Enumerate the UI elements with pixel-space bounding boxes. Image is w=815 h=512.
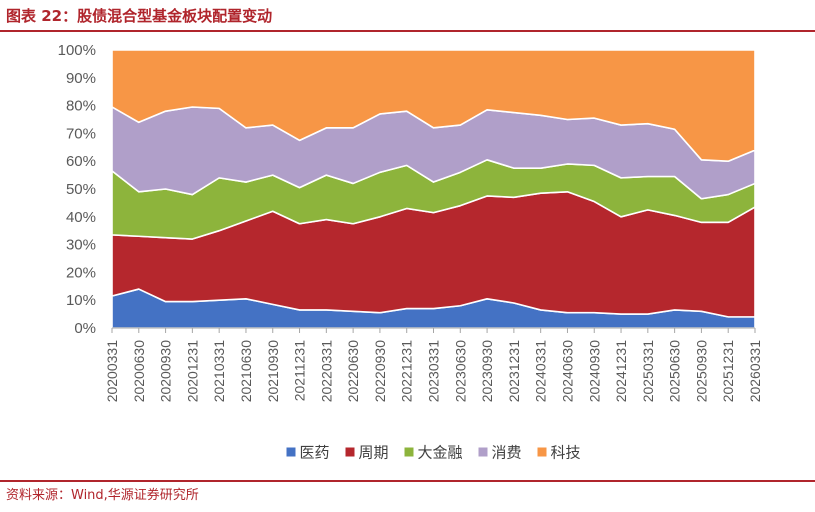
- legend-swatch: [404, 447, 414, 457]
- legend-item-2: 大金融: [404, 444, 463, 462]
- x-tick-label: 20211231: [292, 340, 308, 401]
- figure-title: 图表 22：股债混合型基金板块配置变动: [6, 7, 273, 25]
- y-tick-label: 30%: [66, 237, 96, 254]
- x-tick-label: 20250630: [667, 340, 683, 403]
- x-tick-label: 20210930: [265, 340, 281, 403]
- y-tick-label: 40%: [66, 209, 96, 226]
- x-tick-label: 20220331: [318, 340, 334, 403]
- x-axis: 20200331 20200630 20200930 20201231 20210331…: [104, 327, 763, 403]
- y-tick-label: 60%: [66, 153, 96, 170]
- legend-item-4: 科技: [537, 444, 581, 462]
- title-rule: [0, 30, 815, 32]
- x-tick-label: 20231231: [506, 340, 522, 403]
- y-axis: 0% 10% 20% 30% 40% 50% 60% 70% 80% 90% 100%: [58, 42, 96, 337]
- legend-swatch: [345, 447, 355, 457]
- legend-label: 大金融: [418, 444, 463, 462]
- y-tick-label: 80%: [66, 98, 96, 115]
- legend-label: 消费: [492, 444, 522, 462]
- x-tick-label: 20240930: [586, 340, 602, 403]
- y-tick-label: 20%: [66, 264, 96, 281]
- source-note: 资料来源：Wind,华源证券研究所: [6, 488, 199, 503]
- legend-item-1: 周期: [345, 444, 389, 462]
- x-tick-label: 20230930: [479, 340, 495, 403]
- x-tick-label: 20220930: [372, 340, 388, 403]
- x-tick-label: 20250331: [640, 340, 656, 403]
- x-tick-label: 20230331: [426, 340, 442, 403]
- x-tick-label: 20221231: [399, 340, 415, 403]
- x-tick-label: 20200630: [131, 340, 147, 403]
- x-tick-label: 20200930: [158, 340, 174, 403]
- x-tick-label: 20241231: [613, 340, 629, 403]
- y-tick-label: 70%: [66, 125, 96, 142]
- y-tick-label: 50%: [66, 181, 96, 198]
- x-tick-label: 20200331: [104, 340, 120, 403]
- x-tick-label: 20230630: [452, 340, 468, 403]
- legend-label: 周期: [359, 444, 389, 462]
- y-tick-label: 100%: [58, 42, 96, 59]
- legend-swatch: [478, 447, 488, 457]
- x-tick-label: 20240630: [559, 340, 575, 403]
- y-tick-label: 90%: [66, 70, 96, 87]
- x-tick-label: 20210630: [238, 340, 254, 403]
- source-rule: [0, 480, 815, 482]
- x-tick-label: 20201231: [184, 340, 200, 403]
- legend: 医药 周期 大金融 消费 科技: [286, 444, 581, 462]
- x-tick-label: 20251231: [720, 340, 736, 403]
- plot-area: [111, 49, 756, 329]
- legend-swatch: [537, 447, 547, 457]
- legend-label: 医药: [300, 444, 330, 462]
- legend-swatch: [286, 447, 296, 457]
- y-tick-label: 0%: [74, 320, 96, 337]
- legend-item-3: 消费: [478, 444, 522, 462]
- x-tick-label: 20250930: [693, 340, 709, 403]
- x-tick-label: 20210331: [211, 340, 227, 403]
- x-tick-label: 20220630: [345, 340, 361, 403]
- stacked-area-chart: 0% 10% 20% 30% 40% 50% 60% 70% 80% 90% 100% 202003…: [58, 42, 763, 462]
- x-tick-label: 20240331: [533, 340, 549, 403]
- area-series-4: [111, 49, 756, 162]
- y-tick-label: 10%: [66, 292, 96, 309]
- legend-item-0: 医药: [286, 444, 330, 462]
- legend-label: 科技: [551, 444, 581, 462]
- x-tick-label: 20260331: [747, 340, 763, 403]
